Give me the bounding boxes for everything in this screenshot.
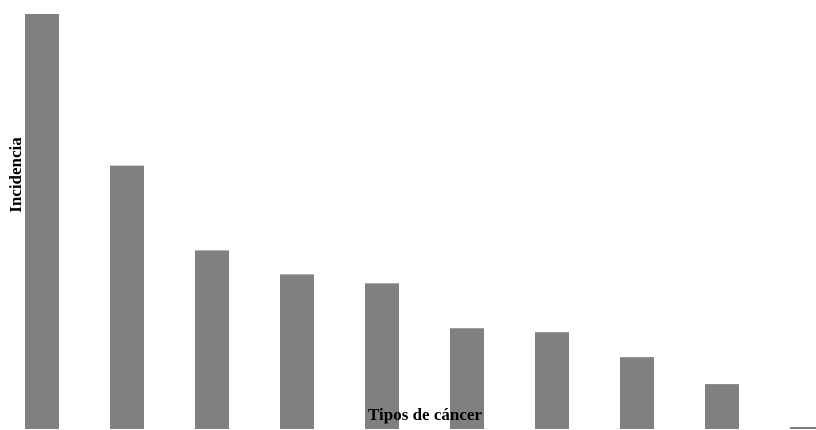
bar — [195, 250, 229, 429]
bar — [535, 332, 569, 429]
x-axis-label: Tipos de cáncer — [368, 405, 482, 424]
bars — [25, 13, 816, 430]
bar — [110, 165, 144, 429]
bar — [620, 357, 654, 429]
bar — [25, 13, 59, 430]
bar — [790, 427, 816, 429]
bar — [365, 283, 399, 429]
bar — [280, 274, 314, 429]
y-axis-label: Incidencia — [6, 137, 25, 213]
bar — [705, 384, 739, 429]
bar — [450, 328, 484, 429]
